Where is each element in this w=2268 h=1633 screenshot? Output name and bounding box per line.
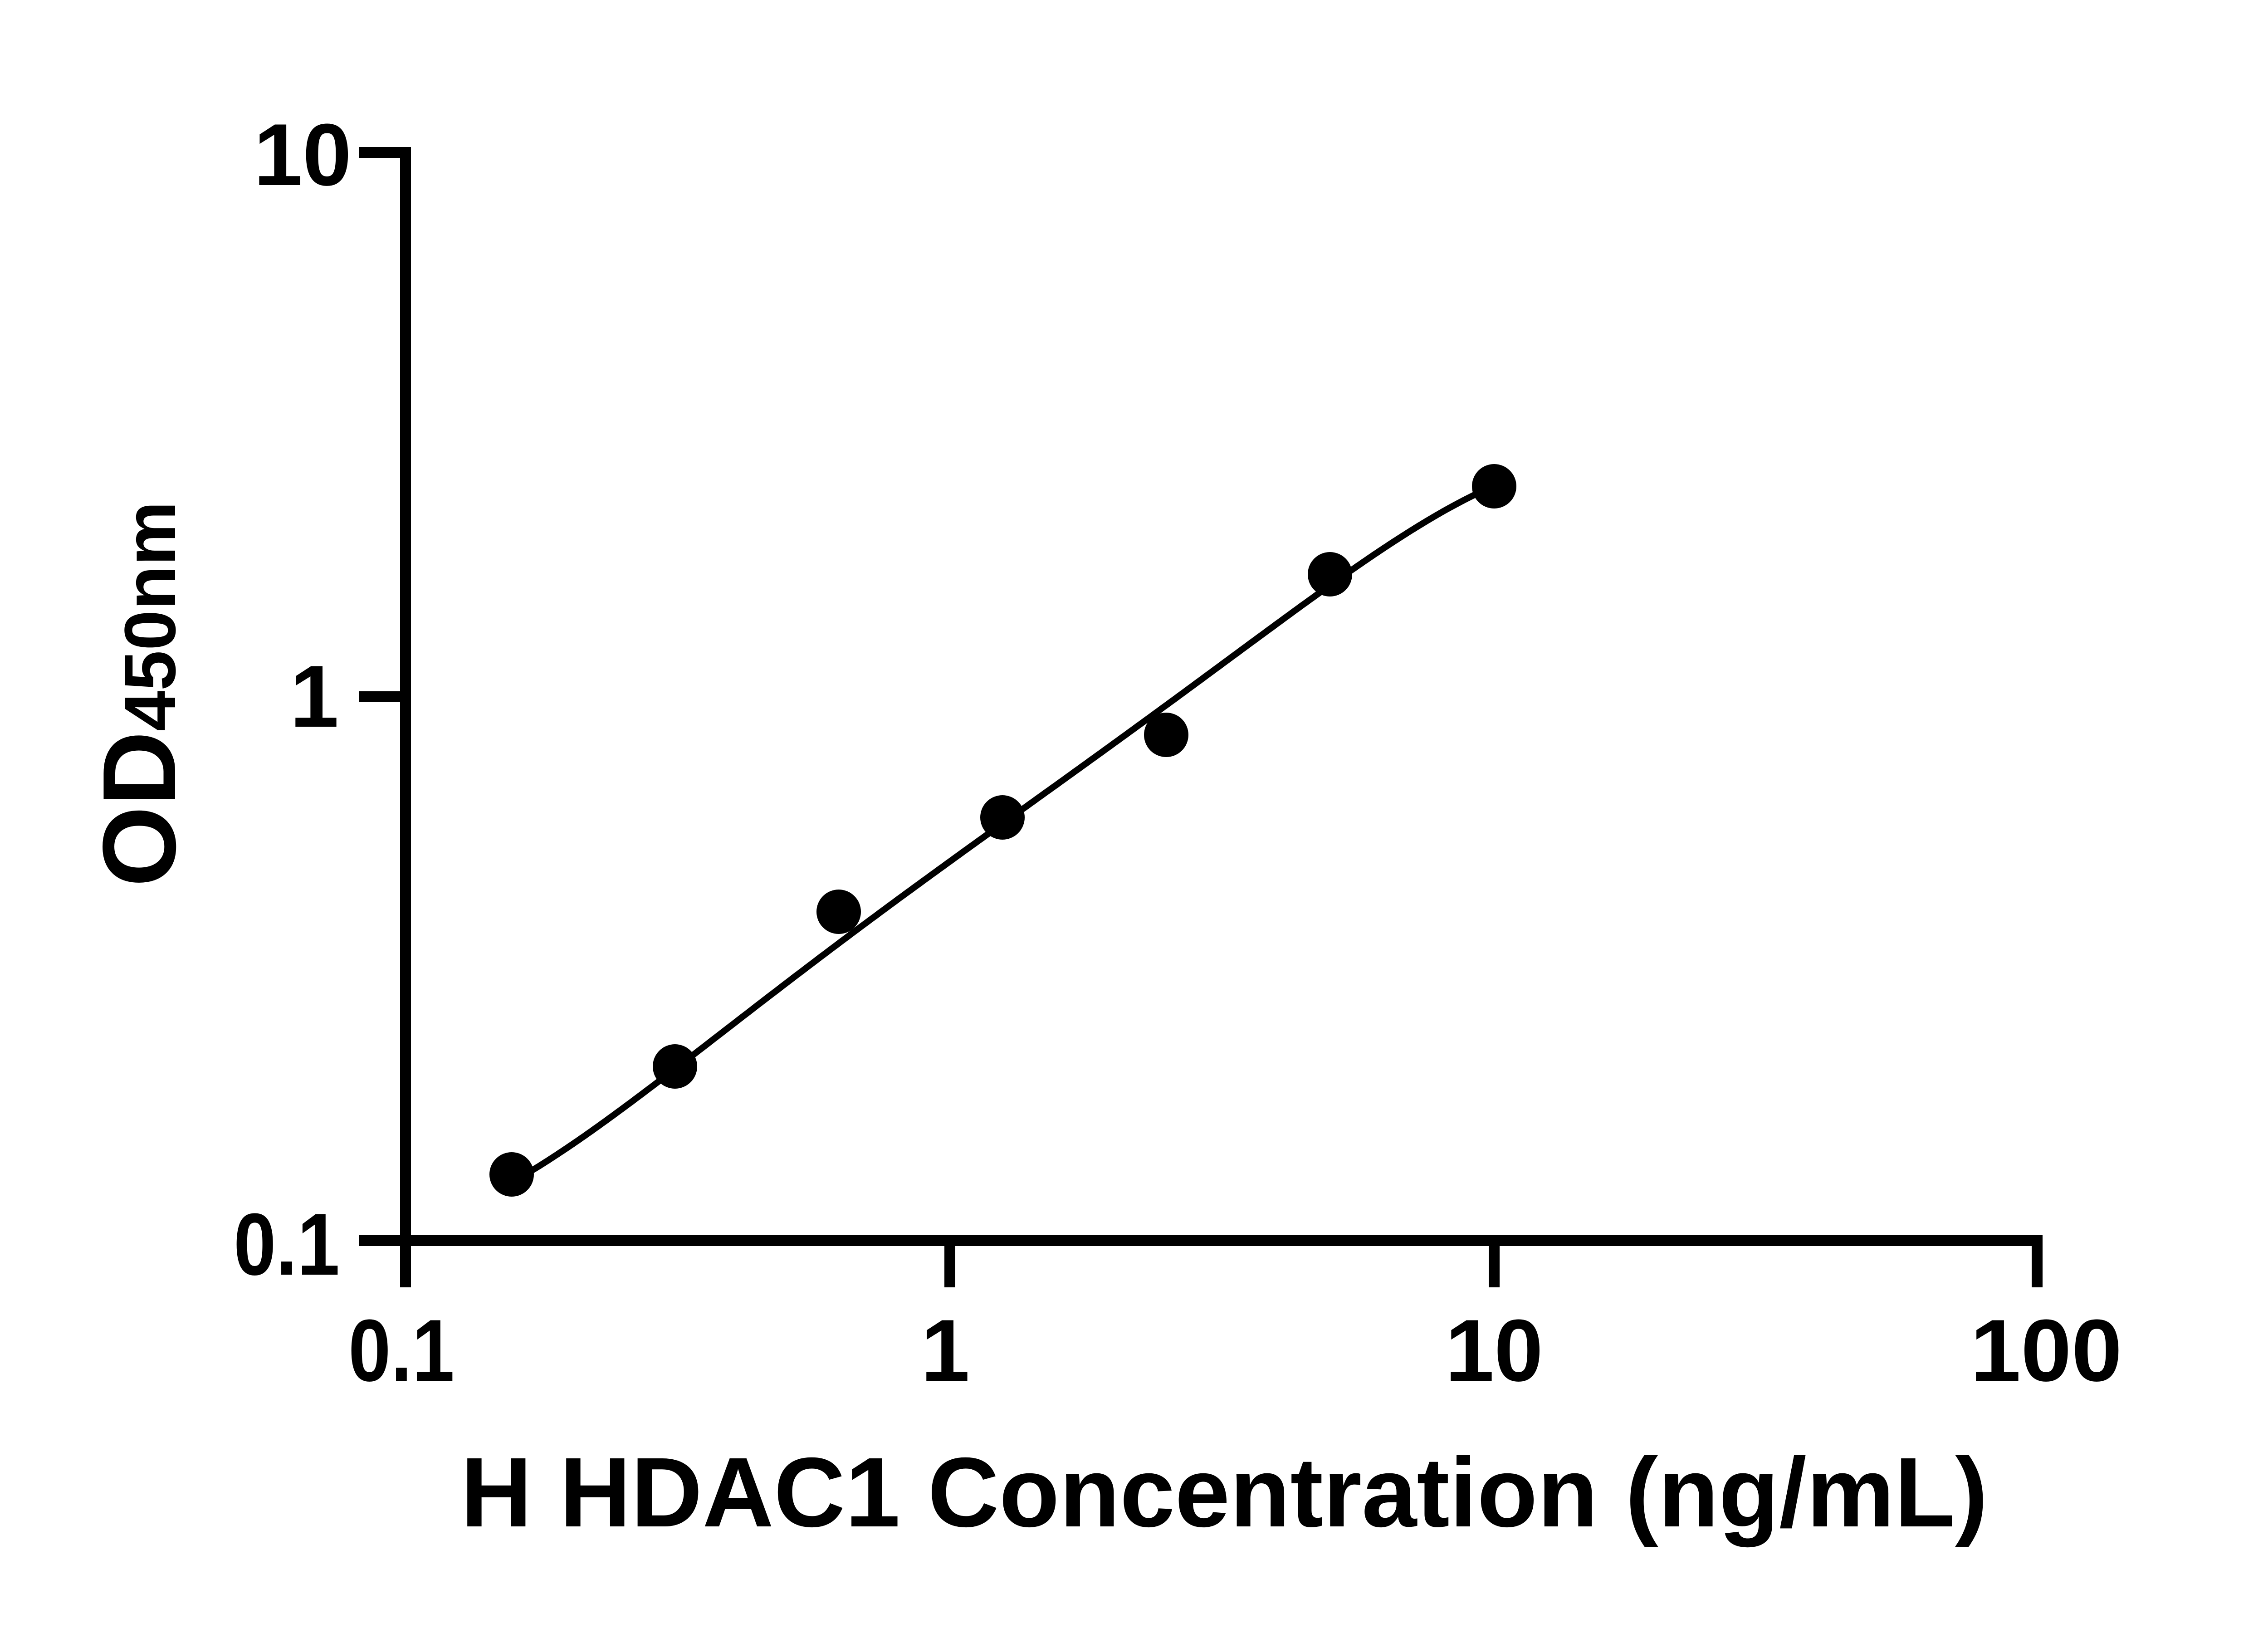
svg-text:0.1: 0.1 bbox=[348, 1301, 455, 1400]
svg-text:0.1: 0.1 bbox=[234, 1195, 340, 1294]
svg-text:10: 10 bbox=[1445, 1301, 1543, 1400]
svg-text:H HDAC1 Concentration (ng/mL): H HDAC1 Concentration (ng/mL) bbox=[461, 1437, 1988, 1548]
svg-text:1: 1 bbox=[290, 647, 339, 746]
svg-text:OD450nm: OD450nm bbox=[81, 501, 197, 887]
svg-text:100: 100 bbox=[1970, 1301, 2122, 1400]
svg-text:1: 1 bbox=[921, 1301, 970, 1400]
svg-text:10: 10 bbox=[254, 106, 352, 204]
